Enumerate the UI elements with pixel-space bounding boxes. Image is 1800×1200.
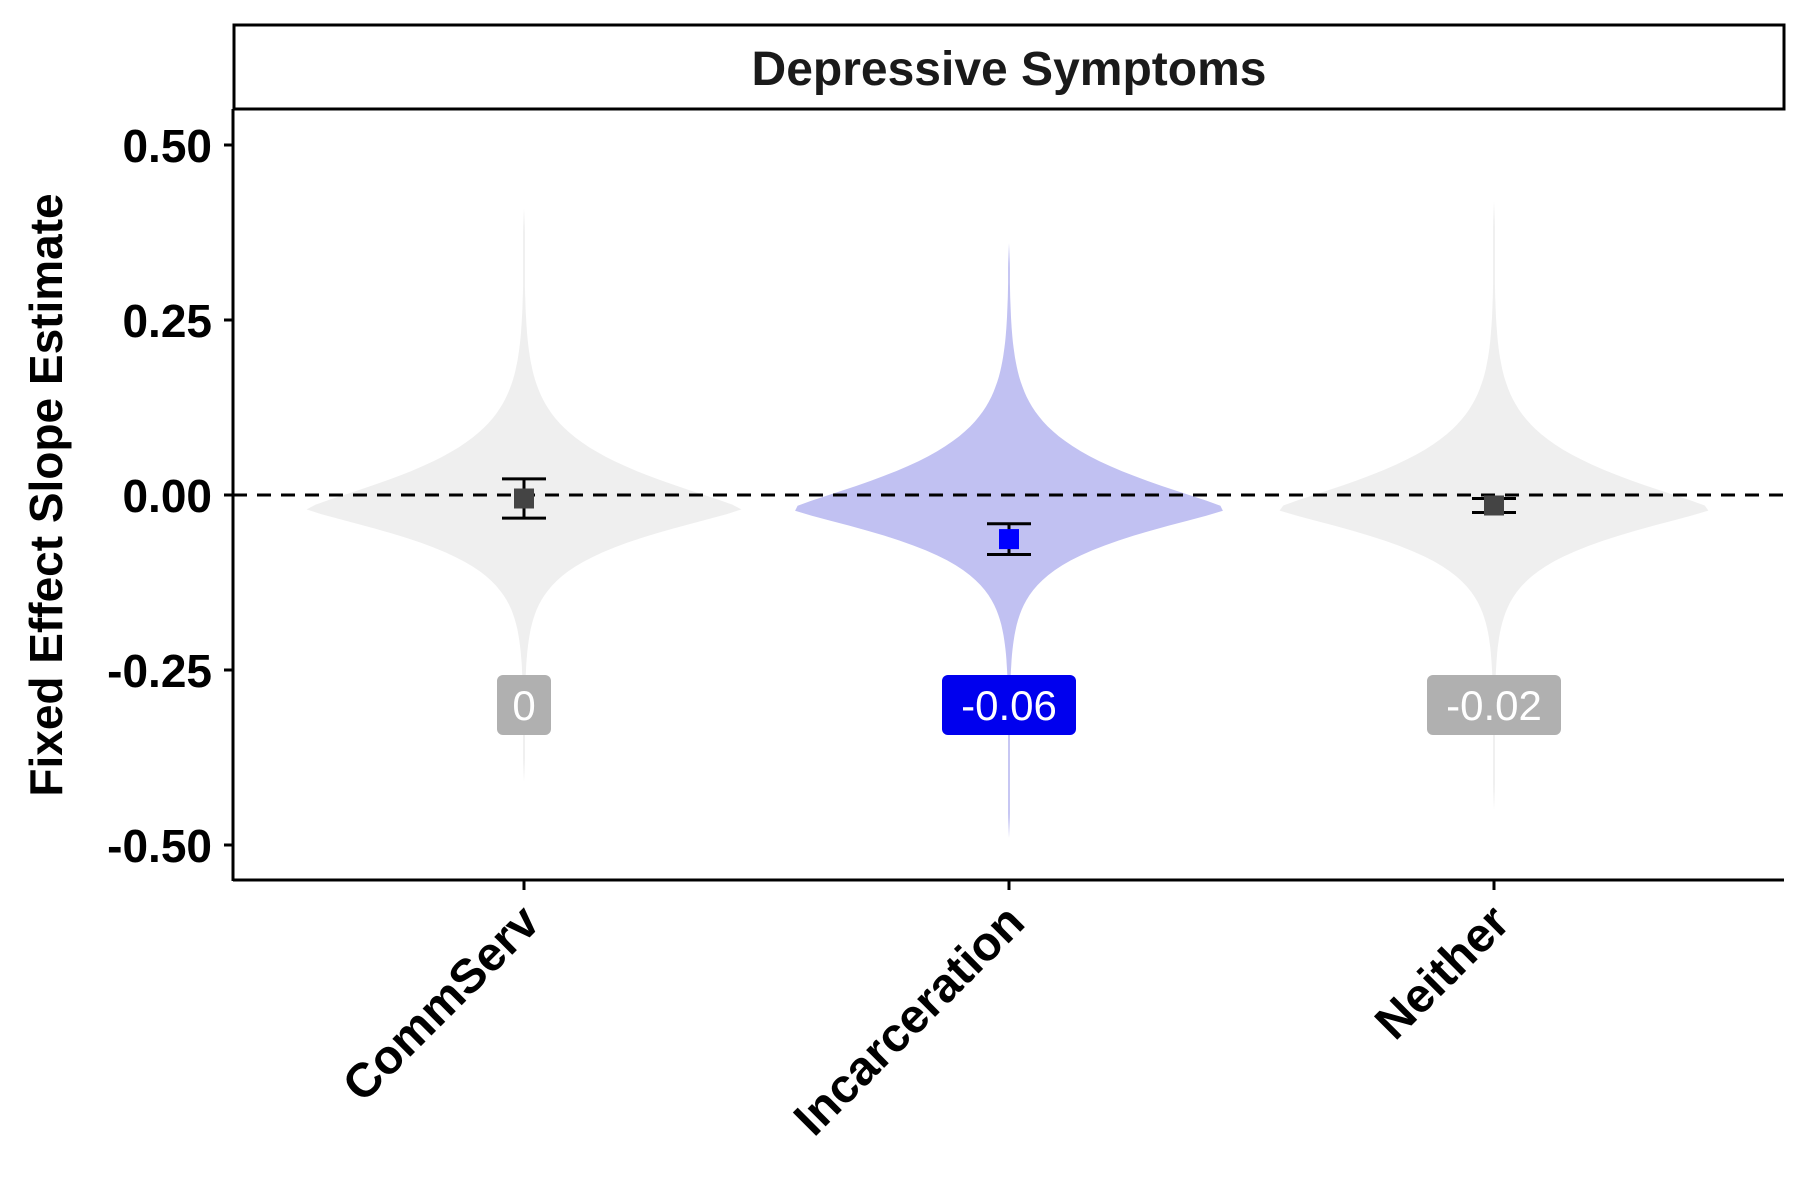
value-label-box-incarceration (942, 675, 1076, 735)
y-axis-label: Fixed Effect Slope Estimate (20, 193, 72, 796)
x-ticks-layer: CommServ Incarceration Neither (333, 880, 1520, 1146)
y-tick-label: -0.50 (107, 820, 212, 872)
y-tick-label: 0.25 (122, 295, 212, 347)
value-label-commserv: 0 (512, 682, 535, 729)
y-tick-label: 0.00 (122, 470, 212, 522)
x-tick-label-incarceration: Incarceration (784, 895, 1035, 1146)
estimate-point-neither (1484, 495, 1504, 516)
estimate-point-commserv (514, 488, 534, 509)
value-label-box-neither (1427, 675, 1561, 735)
estimate-points-layer (502, 477, 1516, 556)
y-tick-label: 0.50 (122, 120, 212, 172)
y-ticks-layer: 0.50 0.25 0.00 -0.25 -0.50 (107, 120, 233, 872)
facet-strip (232, 23, 1786, 111)
estimate-point-incarceration (999, 529, 1019, 550)
value-labels-layer: 0 -0.06 -0.02 (497, 675, 1561, 735)
y-tick-label: -0.25 (107, 645, 212, 697)
x-tick-label-neither: Neither (1365, 895, 1519, 1049)
value-label-neither: -0.02 (1446, 682, 1542, 729)
value-label-incarceration: -0.06 (961, 682, 1057, 729)
chart-title: Depressive Symptoms (752, 43, 1267, 96)
value-label-box-commserv (497, 675, 551, 735)
x-tick-label-commserv: CommServ (333, 895, 550, 1112)
